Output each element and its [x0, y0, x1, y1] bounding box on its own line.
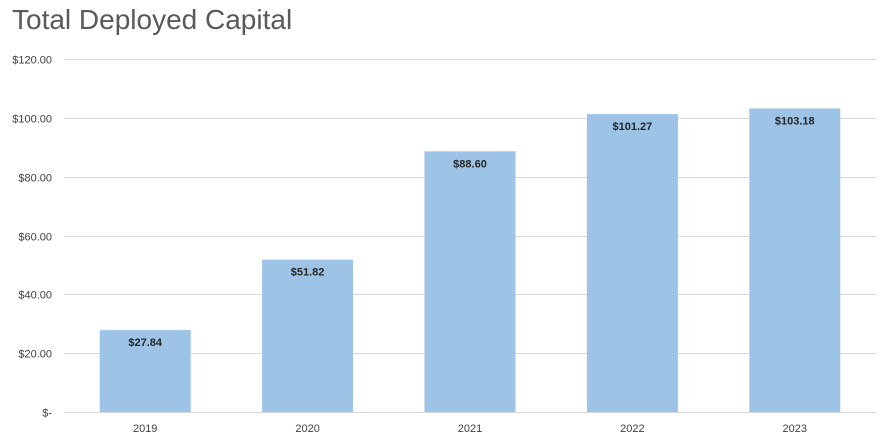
bar-2020 — [262, 259, 354, 412]
y-tick-label: $100.00 — [12, 114, 52, 126]
data-label: $101.27 — [613, 121, 653, 133]
bar-2023 — [749, 108, 841, 413]
x-tick-label: 2022 — [620, 423, 644, 435]
x-tick-label: 2023 — [783, 423, 807, 435]
data-label: $88.60 — [453, 158, 487, 170]
y-tick-label: $120.00 — [12, 55, 52, 67]
data-label: $27.84 — [128, 337, 163, 349]
data-labels: $27.84 $51.82 $88.60 $101.27 $103.18 — [128, 115, 814, 349]
y-tick-label: $60.00 — [18, 232, 52, 244]
y-axis-tick-labels: $- $20.00 $40.00 $60.00 $80.00 $100.00 $120.00 — [12, 55, 52, 420]
y-tick-label: $20.00 — [18, 349, 52, 361]
data-label: $103.18 — [775, 115, 815, 127]
y-tick-label: $80.00 — [18, 173, 52, 185]
y-tick-label: $40.00 — [18, 290, 52, 302]
x-tick-label: 2021 — [458, 423, 482, 435]
data-label: $51.82 — [291, 267, 325, 279]
bar-2022 — [586, 114, 678, 413]
y-tick-label: $- — [42, 408, 52, 420]
bar-2021 — [424, 151, 516, 412]
chart-title: Total Deployed Capital — [12, 4, 293, 35]
x-tick-label: 2020 — [295, 423, 319, 435]
bar-2019 — [99, 330, 191, 412]
bars — [99, 108, 841, 413]
x-axis-tick-labels: 2019 2020 2021 2022 2023 — [133, 423, 807, 435]
x-tick-label: 2019 — [133, 423, 157, 435]
